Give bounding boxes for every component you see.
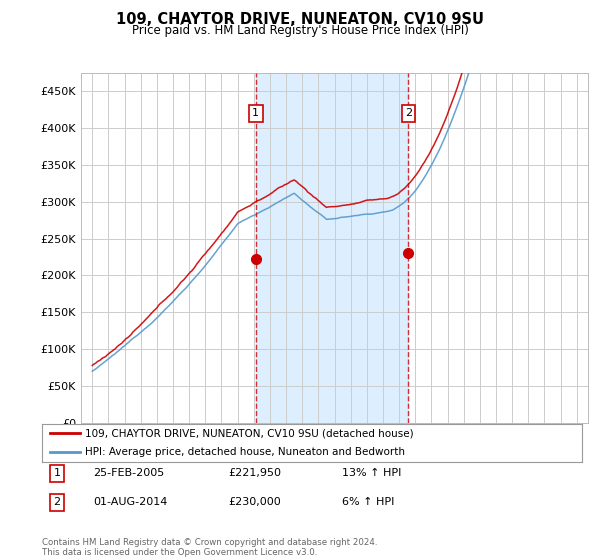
Text: 1: 1 bbox=[252, 108, 259, 118]
Text: HPI: Average price, detached house, Nuneaton and Bedworth: HPI: Average price, detached house, Nune… bbox=[85, 447, 405, 458]
Text: Price paid vs. HM Land Registry's House Price Index (HPI): Price paid vs. HM Land Registry's House … bbox=[131, 24, 469, 36]
Text: £221,950: £221,950 bbox=[228, 468, 281, 478]
Text: £230,000: £230,000 bbox=[228, 497, 281, 507]
Text: 25-FEB-2005: 25-FEB-2005 bbox=[93, 468, 164, 478]
Text: 01-AUG-2014: 01-AUG-2014 bbox=[93, 497, 167, 507]
Text: 6% ↑ HPI: 6% ↑ HPI bbox=[342, 497, 394, 507]
Text: Contains HM Land Registry data © Crown copyright and database right 2024.
This d: Contains HM Land Registry data © Crown c… bbox=[42, 538, 377, 557]
Text: 13% ↑ HPI: 13% ↑ HPI bbox=[342, 468, 401, 478]
Text: 109, CHAYTOR DRIVE, NUNEATON, CV10 9SU: 109, CHAYTOR DRIVE, NUNEATON, CV10 9SU bbox=[116, 12, 484, 27]
Text: 2: 2 bbox=[53, 497, 61, 507]
Text: 109, CHAYTOR DRIVE, NUNEATON, CV10 9SU (detached house): 109, CHAYTOR DRIVE, NUNEATON, CV10 9SU (… bbox=[85, 428, 414, 438]
Text: 1: 1 bbox=[53, 468, 61, 478]
Text: 2: 2 bbox=[405, 108, 412, 118]
Bar bbox=[256, 73, 409, 423]
